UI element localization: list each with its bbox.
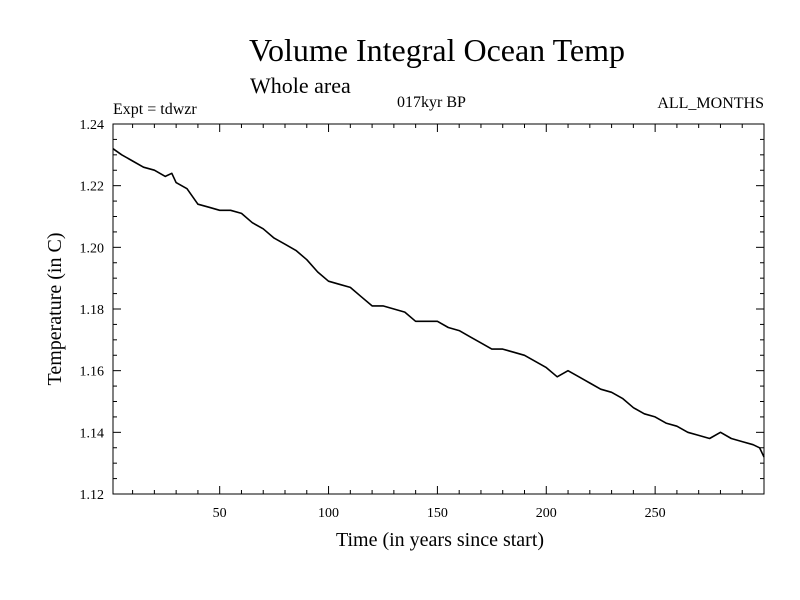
months-label: ALL_MONTHS	[657, 95, 764, 112]
y-tick-label: 1.14	[80, 426, 105, 441]
x-tick-label: 50	[213, 506, 227, 521]
plot-frame	[112, 123, 765, 495]
y-tick-label: 1.16	[80, 365, 105, 380]
x-tick-label: 100	[318, 506, 339, 521]
x-axis-label: Time (in years since start)	[336, 529, 544, 551]
y-tick-label: 1.24	[80, 118, 105, 133]
y-axis-label: Temperature (in C)	[44, 233, 66, 386]
x-tick-label: 200	[536, 506, 557, 521]
y-tick-label: 1.22	[80, 180, 105, 195]
chart-subtitle: Whole area	[250, 73, 351, 98]
y-tick-label: 1.12	[80, 488, 105, 503]
y-tick-label: 1.20	[80, 241, 105, 256]
series-layer	[112, 148, 765, 458]
period-label: 017kyr BP	[397, 94, 466, 111]
chart-title: Volume Integral Ocean Temp	[249, 32, 625, 68]
ticks	[113, 124, 764, 494]
x-tick-label: 150	[427, 506, 448, 521]
tick-labels: 50 100 150 200 250 1.12 1.14 1.16 1.18 1.20 1.22 1.…	[80, 118, 666, 521]
x-tick-label: 250	[645, 506, 666, 521]
temperature-series-line	[112, 148, 765, 458]
experiment-label: Expt = tdwzr	[113, 101, 197, 118]
y-tick-label: 1.18	[80, 303, 105, 318]
